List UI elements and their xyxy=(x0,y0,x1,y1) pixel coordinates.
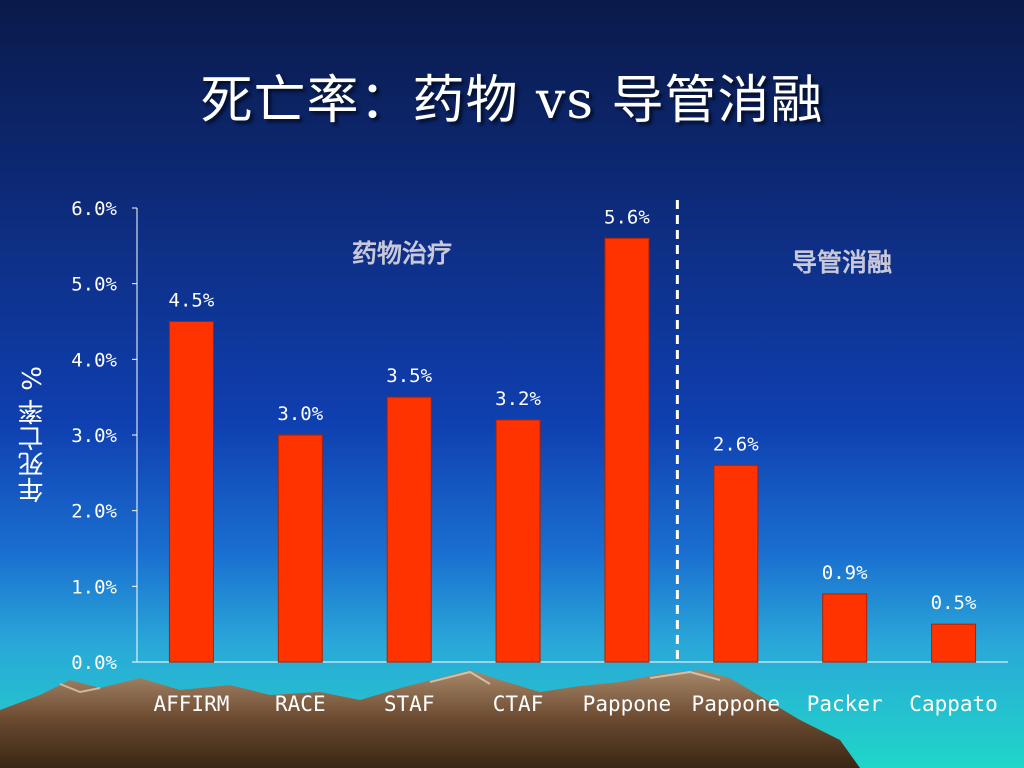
y-tick-label: 5.0% xyxy=(71,274,117,296)
y-tick-label: 6.0% xyxy=(71,198,117,220)
chart-bars xyxy=(168,237,977,663)
bar xyxy=(277,434,323,663)
mountain-background xyxy=(0,670,860,768)
data-label: 3.2% xyxy=(495,388,541,410)
bar xyxy=(822,593,868,663)
category-label: AFFIRM xyxy=(154,692,230,716)
bar xyxy=(713,464,759,663)
y-tick-label: 1.0% xyxy=(71,576,117,598)
chart-axes: 0.0% 1.0% 2.0% 3.0% 4.0% 5.0% 6.0% xyxy=(71,198,1008,674)
category-label: Packer xyxy=(807,692,883,716)
data-label: 3.5% xyxy=(386,365,432,387)
data-label: 5.6% xyxy=(604,206,650,228)
category-label: CTAF xyxy=(493,692,544,716)
data-label: 0.5% xyxy=(931,592,977,614)
category-label: Pappone xyxy=(583,692,672,716)
y-tick-label: 3.0% xyxy=(71,425,117,447)
group-label-drug: 药物治疗 xyxy=(352,239,452,268)
bar xyxy=(604,237,650,663)
data-label: 3.0% xyxy=(277,403,323,425)
group-label-ablation: 导管消融 xyxy=(792,248,892,277)
bar xyxy=(386,396,432,663)
category-label: RACE xyxy=(275,692,326,716)
y-tick-label: 2.0% xyxy=(71,501,117,523)
bar xyxy=(168,321,214,663)
category-label: Cappato xyxy=(909,692,998,716)
bar xyxy=(495,419,541,663)
y-tick-label: 4.0% xyxy=(71,349,117,371)
category-label: STAF xyxy=(384,692,435,716)
category-label: Pappone xyxy=(692,692,781,716)
data-label: 2.6% xyxy=(713,433,759,455)
bar xyxy=(931,623,977,663)
y-tick-label: 0.0% xyxy=(71,652,117,674)
data-label: 0.9% xyxy=(822,562,868,584)
chart-labels: 4.5% AFFIRM 3.0% RACE 3.5% STAF 3.2% CTAF 5.6% Pa… xyxy=(154,206,998,716)
slide-title: 死亡率：药物 vs 导管消融 xyxy=(200,71,824,131)
data-label: 4.5% xyxy=(169,290,215,312)
